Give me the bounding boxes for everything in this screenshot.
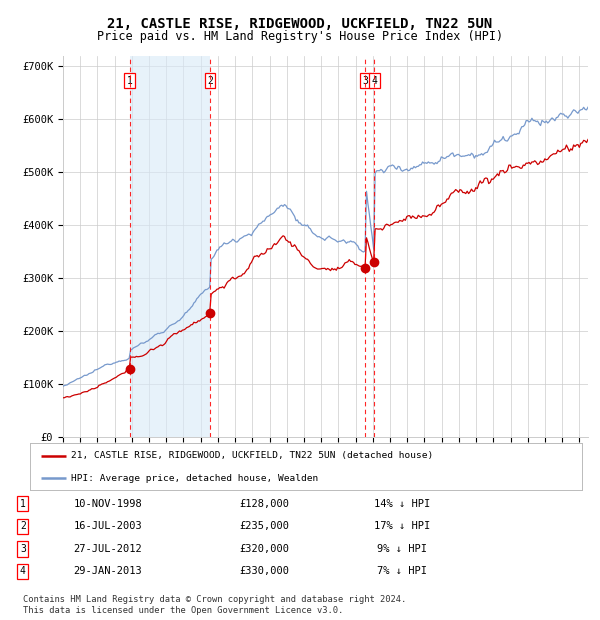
Text: 4: 4 — [20, 567, 26, 577]
Text: £320,000: £320,000 — [239, 544, 289, 554]
Text: 21, CASTLE RISE, RIDGEWOOD, UCKFIELD, TN22 5UN: 21, CASTLE RISE, RIDGEWOOD, UCKFIELD, TN… — [107, 17, 493, 32]
Text: 3: 3 — [20, 544, 26, 554]
Text: HPI: Average price, detached house, Wealden: HPI: Average price, detached house, Weal… — [71, 474, 319, 483]
Text: 17% ↓ HPI: 17% ↓ HPI — [374, 521, 430, 531]
Text: 9% ↓ HPI: 9% ↓ HPI — [377, 544, 427, 554]
Text: £128,000: £128,000 — [239, 498, 289, 508]
Bar — [130, 56, 210, 437]
Text: Contains HM Land Registry data © Crown copyright and database right 2024.
This d: Contains HM Land Registry data © Crown c… — [23, 595, 406, 614]
Text: 3: 3 — [362, 76, 368, 86]
Text: 4: 4 — [371, 76, 377, 86]
Text: 7% ↓ HPI: 7% ↓ HPI — [377, 567, 427, 577]
Text: 1: 1 — [127, 76, 133, 86]
Text: 2: 2 — [207, 76, 213, 86]
Text: 1: 1 — [20, 498, 26, 508]
Text: 16-JUL-2003: 16-JUL-2003 — [74, 521, 142, 531]
Text: 27-JUL-2012: 27-JUL-2012 — [74, 544, 142, 554]
Text: £235,000: £235,000 — [239, 521, 289, 531]
Text: £330,000: £330,000 — [239, 567, 289, 577]
Text: 2: 2 — [20, 521, 26, 531]
Text: 21, CASTLE RISE, RIDGEWOOD, UCKFIELD, TN22 5UN (detached house): 21, CASTLE RISE, RIDGEWOOD, UCKFIELD, TN… — [71, 451, 434, 461]
Text: 10-NOV-1998: 10-NOV-1998 — [74, 498, 142, 508]
Text: Price paid vs. HM Land Registry's House Price Index (HPI): Price paid vs. HM Land Registry's House … — [97, 30, 503, 43]
Text: 14% ↓ HPI: 14% ↓ HPI — [374, 498, 430, 508]
Text: 29-JAN-2013: 29-JAN-2013 — [74, 567, 142, 577]
